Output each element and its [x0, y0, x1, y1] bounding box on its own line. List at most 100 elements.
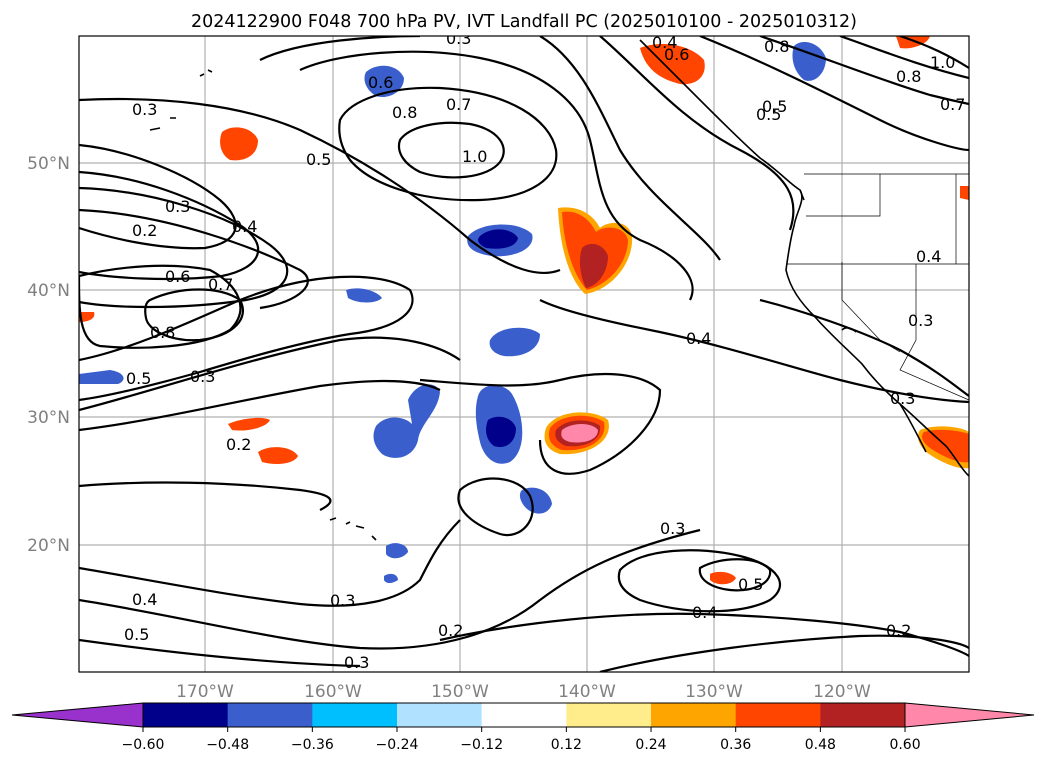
positive-blob	[960, 186, 969, 200]
colorbar-extend-max-fill	[905, 703, 1034, 727]
colorbar-tick-label: −0.24	[376, 737, 419, 753]
negative-blob	[486, 416, 516, 448]
colorbar-segment	[481, 703, 567, 727]
contour-label: 0.6	[664, 45, 689, 64]
contour-label: 0.8	[896, 67, 921, 86]
negative-blob	[373, 384, 440, 458]
colorbar-tick-label: 0.48	[805, 737, 836, 753]
contour-label: 0.3	[165, 197, 190, 216]
colorbar-tick-label: −0.48	[206, 737, 249, 753]
positive-blob	[561, 424, 598, 443]
negative-blob	[386, 543, 408, 559]
contour-labels: 0.3 0.2 0.3 0.4 0.5 0.6 0.8 0.7 1.0 0.6 …	[124, 29, 965, 672]
colorbar-segment	[735, 703, 821, 727]
chart-title: 2024122900 F048 700 hPa PV, IVT Landfall…	[191, 12, 857, 32]
negative-blob	[478, 229, 518, 249]
contour-label: 0.2	[886, 621, 911, 640]
lat-labels: 50°N 40°N 30°N 20°N	[27, 154, 70, 556]
map-frame	[78, 35, 970, 673]
negative-blob	[384, 573, 398, 583]
lon-label: 130°W	[685, 682, 743, 702]
contour-label: 0.8	[150, 323, 175, 342]
negative-blob	[346, 288, 382, 303]
contour-label: 0.8	[764, 37, 789, 56]
colorbar-frame	[142, 702, 906, 728]
lon-label: 140°W	[558, 682, 616, 702]
colorbar-segment	[227, 703, 313, 727]
contour-label: 0.4	[686, 329, 711, 348]
contour-label: 0.8	[392, 103, 417, 122]
pv-contours	[79, 36, 969, 672]
contour-label: 0.6	[368, 73, 393, 92]
contour-label: 0.6	[165, 267, 190, 286]
lon-labels: 170°W 160°W 150°W 140°W 130°W 120°W	[176, 682, 871, 702]
contour-label: 0.7	[940, 95, 965, 114]
colorbar-tick-label: 0.24	[635, 737, 666, 753]
positive-blob	[220, 127, 258, 161]
colorbar-tick-label: 0.60	[889, 737, 920, 753]
contour-label: 0.2	[226, 435, 251, 454]
lon-label: 160°W	[304, 682, 362, 702]
positive-blob	[896, 36, 930, 49]
colorbar-segment	[651, 703, 737, 727]
contour-label: 0.3	[132, 100, 157, 119]
colorbar-tick-label: 0.36	[720, 737, 751, 753]
contour-label: 0.3	[660, 519, 685, 538]
colorbar-extend-min	[11, 702, 144, 728]
contour-label: 0.3	[344, 653, 369, 672]
contour-label: 0.4	[132, 590, 157, 609]
colorbar-segments	[12, 703, 1034, 727]
contour-label: 0.3	[890, 389, 915, 408]
colorbar-segment	[820, 703, 906, 727]
colorbar-segment	[397, 703, 483, 727]
lat-label: 30°N	[27, 408, 70, 428]
negative-blob	[79, 370, 124, 384]
lon-label: 120°W	[813, 682, 871, 702]
contour-label: 0.5	[756, 105, 781, 124]
lon-label: 170°W	[176, 682, 234, 702]
positive-blob	[79, 312, 95, 322]
positive-blob	[258, 447, 298, 464]
positive-blob	[579, 243, 608, 288]
positive-blob	[228, 417, 270, 431]
colorbar-tick-label: 0.12	[551, 737, 582, 753]
contour-label: 0.3	[446, 29, 471, 48]
contour-label: 0.5	[306, 150, 331, 169]
lat-label: 40°N	[27, 281, 70, 301]
colorbar-tick-label: −0.12	[460, 737, 503, 753]
colorbar-segment	[143, 703, 229, 727]
negative-blob	[792, 42, 826, 81]
contour-label: 0.4	[692, 603, 717, 622]
lat-label: 20°N	[27, 536, 70, 556]
contour-label: 0.5	[126, 369, 151, 388]
contour-label: 0.7	[208, 275, 233, 294]
colorbar-extend-min-fill	[12, 703, 143, 727]
map-panel: 0.3 0.2 0.3 0.4 0.5 0.6 0.8 0.7 1.0 0.6 …	[79, 29, 969, 672]
lon-label: 150°W	[431, 682, 489, 702]
contour-label: 0.5	[762, 97, 787, 116]
contour-label: 0.2	[132, 221, 157, 240]
contour-label: 0.3	[330, 591, 355, 610]
contour-label: 0.4	[652, 33, 677, 52]
contour-label: 0.4	[916, 247, 941, 266]
colorbar: −0.60 −0.48 −0.36 −0.24 −0.12 0.12 0.24 0.36 0.4…	[11, 702, 1035, 753]
contour-label: 1.0	[930, 53, 955, 72]
positive-blob	[710, 571, 736, 585]
contour-label: 0.2	[438, 621, 463, 640]
graticule	[79, 36, 969, 672]
colorbar-segment	[566, 703, 652, 727]
colorbar-ticks: −0.60 −0.48 −0.36 −0.24 −0.12 0.12 0.24 0.36 0.4…	[122, 727, 921, 753]
contour-label: 0.5	[124, 625, 149, 644]
colorbar-segment	[312, 703, 398, 727]
contour-label: 0.4	[232, 217, 257, 236]
contour-label: 0.3	[190, 367, 215, 386]
lat-label: 50°N	[27, 154, 70, 174]
contour-label: 0.3	[908, 311, 933, 330]
positive-blob	[640, 44, 705, 85]
colorbar-tick-label: −0.36	[291, 737, 334, 753]
negative-blob	[364, 65, 404, 98]
negative-blob	[489, 327, 540, 357]
colorbar-extend-max	[904, 702, 1035, 728]
contour-label: 1.0	[462, 147, 487, 166]
